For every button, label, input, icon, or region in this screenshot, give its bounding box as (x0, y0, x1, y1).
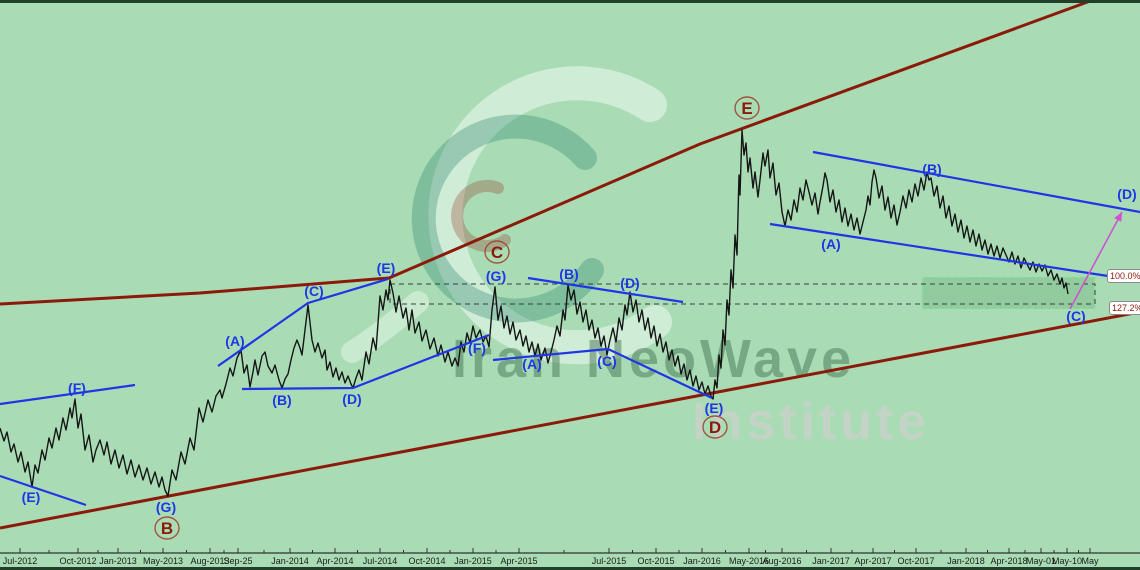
wave-label: (G) (486, 268, 506, 284)
watermark-swoosh-outer (428, 66, 672, 365)
x-axis-label: Oct-2014 (408, 556, 446, 566)
x-axis-label: Jan-2017 (812, 556, 850, 566)
wave-label: (B) (559, 266, 578, 282)
projection-arrow-head (1114, 212, 1122, 222)
x-axis-label: May-01 (1025, 556, 1057, 566)
wave-label: (A) (522, 356, 541, 372)
wave-circle (702, 415, 728, 439)
wave-label: (E) (705, 400, 724, 416)
blue-trendline-3 (241, 333, 490, 391)
blue-trendline-0 (0, 383, 136, 406)
blue-trendline-5 (527, 276, 684, 304)
x-axis-label: Sep-25 (223, 556, 253, 566)
x-axis-label: May (1081, 556, 1099, 566)
x-axis-label: Apr-2015 (500, 556, 538, 566)
wave-label: (D) (342, 391, 361, 407)
x-axis-label: Jul-2015 (591, 556, 627, 566)
x-axis-label: Jul-2012 (2, 556, 38, 566)
x-axis-label: May-2013 (142, 556, 184, 566)
wave-label-circled: C (491, 243, 503, 262)
x-axis-label: Aug-2016 (762, 556, 802, 566)
blue-trendline-1 (0, 474, 87, 507)
x-axis-label: Apr-2014 (316, 556, 354, 566)
wave-label: (E) (377, 260, 396, 276)
retracement-label-100: 100.0%( (1107, 269, 1140, 283)
wave-label: (D) (1117, 186, 1136, 202)
blue-trendline-4 (492, 347, 713, 399)
retracement-dashed-box (389, 283, 1096, 305)
window-top-border (0, 0, 1140, 3)
projection-arrow-line (1069, 211, 1123, 310)
wave-label: (G) (156, 499, 176, 515)
x-axis-label: Aug-2013 (190, 556, 230, 566)
watermark-swoosh-tail (341, 291, 429, 363)
wave-label: (B) (272, 392, 291, 408)
blue-trendline-6 (812, 150, 1140, 214)
wave-label: (C) (1066, 308, 1085, 324)
wave-label-circled: D (709, 418, 721, 437)
price-line (0, 129, 1069, 497)
x-axis-label: Jan-2016 (683, 556, 721, 566)
wave-circle (734, 96, 760, 120)
wave-label: (A) (225, 333, 244, 349)
wave-circle (484, 240, 510, 264)
x-axis-label: Jan-2014 (271, 556, 309, 566)
retracement-label-127: 127.2%( (1109, 301, 1140, 315)
x-axis-label: Apr-2017 (854, 556, 892, 566)
wave-label: (A) (821, 236, 840, 252)
wave-label: (C) (597, 353, 616, 369)
wave-label: (F) (468, 340, 486, 356)
blue-trendline-7 (769, 222, 1109, 278)
wave-label: (F) (68, 380, 86, 396)
watermark-swirl-core (451, 180, 511, 252)
wave-label: (B) (922, 161, 941, 177)
x-axis-label: Jan-2015 (454, 556, 492, 566)
wave-label-circled: B (161, 519, 173, 538)
wave-label: (D) (620, 275, 639, 291)
x-axis-label: Apr-2018 (990, 556, 1028, 566)
x-axis-label: Jan-2013 (99, 556, 137, 566)
x-axis-label: Jul-2014 (362, 556, 398, 566)
wave-label: (C) (304, 283, 323, 299)
wave-label: (E) (22, 489, 41, 505)
maroon-channel-lower (0, 310, 1140, 530)
x-axis-label: Oct-2017 (897, 556, 935, 566)
blue-trendline-2 (217, 277, 389, 367)
x-axis-label: May-2016 (728, 556, 770, 566)
wave-circle (154, 516, 180, 540)
wave-label-circled: E (741, 99, 752, 118)
window-bottom-border (0, 567, 1140, 570)
x-axis-label: Oct-2012 (59, 556, 97, 566)
maroon-channel-upper (0, 0, 1094, 306)
x-axis-label: May-10 (1051, 556, 1083, 566)
x-axis-label: Oct-2015 (637, 556, 675, 566)
x-axis-label: Jan-2018 (947, 556, 985, 566)
watermark-swirl-teal (411, 114, 604, 323)
